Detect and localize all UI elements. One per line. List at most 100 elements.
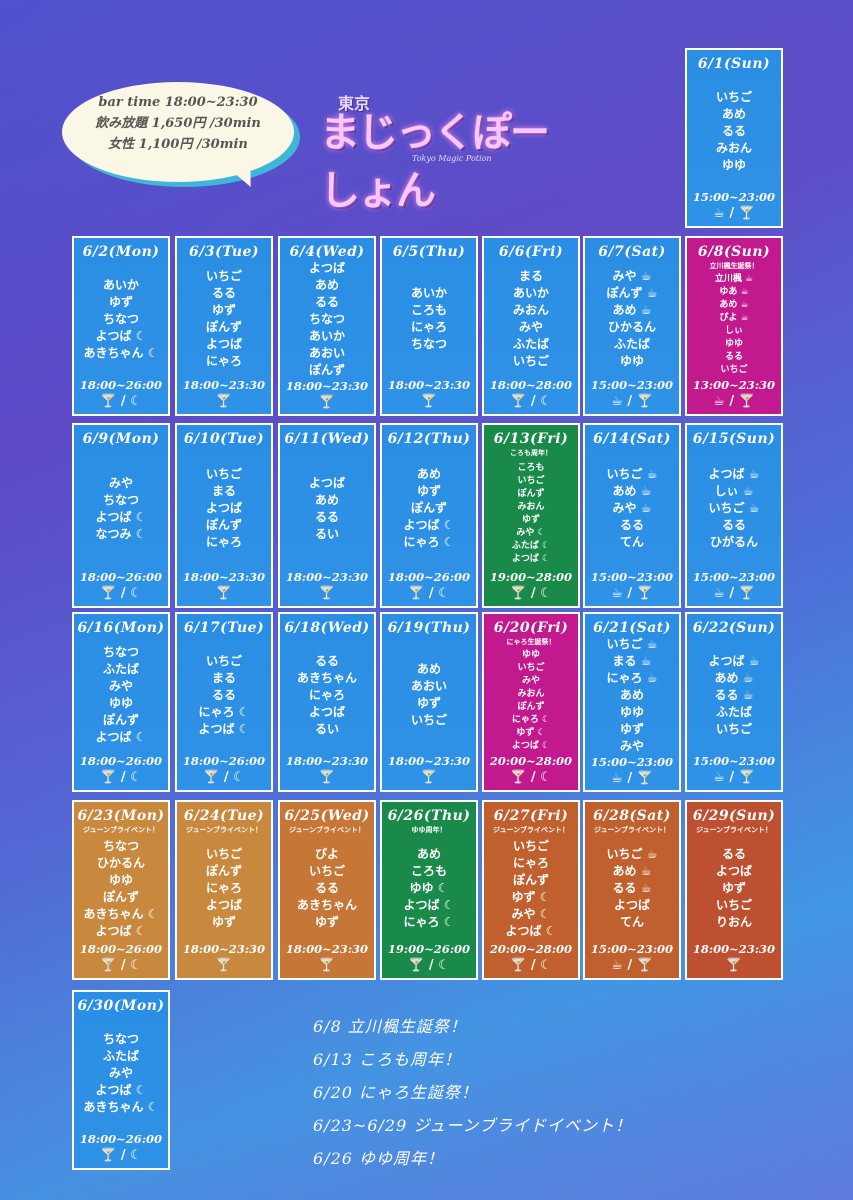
cast-name: よつば xyxy=(715,864,752,878)
day-card: 6/20(Fri) にゃろ生誕祭！ ゆゆ いちご みや みおん ぽんず にゃろ ☾ ゆず ☾ よつ… xyxy=(482,612,580,792)
day-date: 6/4(Wed) xyxy=(289,244,365,260)
cast-name: ちなつ xyxy=(102,311,139,326)
service-icons: 🍸 / ☾ xyxy=(100,770,142,785)
day-note: ジューンブライベント！ xyxy=(696,826,772,834)
cast-name: よつば xyxy=(308,475,345,490)
day-time: 15:00~23:00 xyxy=(692,190,776,204)
cast-list: みや ☕ ぽんず ☕ あめ ☕ ひかるん ふたば ゆゆ xyxy=(607,260,658,378)
day-card: 6/6(Fri) まる あいか みおん みや ふたば いちご 18:00~28:00 🍸 / ☾ xyxy=(482,236,580,416)
cast-name: いちご ☕ xyxy=(606,467,658,481)
day-card: 6/1(Sun) いちご あめ るる みおん ゆゆ 15:00~23:00 ☕ / 🍸 xyxy=(685,48,783,228)
cast-list: いちご まる るる にゃろ ☾ よつば ☾ xyxy=(199,636,250,754)
service-icons: 🍸 / ☾ xyxy=(203,770,245,785)
cast-name: るる xyxy=(314,653,339,668)
cast-name: みや ☕ xyxy=(612,501,652,515)
logo-kanji: 東京 xyxy=(338,94,371,113)
cast-name: るる xyxy=(721,518,746,532)
cast-name: るる xyxy=(721,123,746,138)
cast-name: みや xyxy=(108,679,133,693)
cast-list: るる よつば ゆず いちご りおん xyxy=(716,835,752,942)
cast-name: ふたば xyxy=(102,662,139,676)
day-note: ジューンブライベント！ xyxy=(493,826,569,834)
cast-list: あめ あおい ゆず いちご xyxy=(411,636,447,754)
day-card: 6/25(Wed) ジューンブライベント！ ぴよ いちご るる あきちゃん ゆず 18:00~… xyxy=(278,800,376,980)
cast-list: あいか ゆず ちなつ よつば ☾ あきちゃん ☾ xyxy=(84,260,159,378)
cast-list: いちご ☕ まる ☕ にゃろ ☕ あめ ゆゆ ゆず みや xyxy=(607,636,658,755)
cast-name: ぽんず xyxy=(410,501,447,515)
cast-name: ひかるん xyxy=(96,855,145,870)
cast-name: るる xyxy=(724,351,743,362)
cast-name: いちご xyxy=(715,721,752,736)
cast-name: みや ☾ xyxy=(511,906,551,921)
cast-name: いちご xyxy=(715,898,752,912)
cast-name: ゆゆ xyxy=(724,338,743,349)
service-icons: 🍸 xyxy=(420,770,438,785)
cast-name: いちご ☕ xyxy=(606,637,658,651)
service-icons: 🍸 / ☾ xyxy=(510,394,552,409)
cast-name: よつば ☾ xyxy=(95,923,147,938)
cast-name: ぽんず xyxy=(517,701,545,712)
cast-name: ぽんず ☕ xyxy=(606,286,658,300)
cast-name: ふたば xyxy=(102,1048,139,1063)
cast-name: よつば ☾ xyxy=(95,328,147,343)
cast-name: みおん xyxy=(517,688,545,699)
cast-name: にゃろ ☾ xyxy=(198,704,250,719)
price-bubble xyxy=(62,82,294,182)
event-item: 6/23~6/29 ジューンブライドイベント！ xyxy=(313,1116,632,1135)
cast-name: にゃろ xyxy=(205,535,242,549)
day-time: 18:00~26:00 xyxy=(387,570,471,584)
cast-name: いちご xyxy=(517,476,545,486)
day-card: 6/12(Thu) あめ ゆず ぽんず よつば ☾ にゃろ ☾ 18:00~26:00 🍸 /… xyxy=(380,423,478,608)
service-icons: 🍸 / ☾ xyxy=(408,586,450,601)
event-item: 6/8 立川楓生誕祭！ xyxy=(313,1017,467,1036)
cast-name: るる xyxy=(721,847,746,861)
cast-name: よつば xyxy=(308,261,345,275)
day-note: ジューンブライベント！ xyxy=(186,826,262,834)
cast-name: みや xyxy=(521,675,540,686)
cast-name: ゆず xyxy=(521,515,540,525)
day-time: 18:00~23:30 xyxy=(285,942,369,956)
cast-name: ちなつ xyxy=(102,492,139,507)
cast-list: あめ ゆず ぽんず よつば ☾ にゃろ ☾ xyxy=(404,447,455,570)
cast-name: いちご xyxy=(512,354,549,368)
cast-name: あめ xyxy=(314,278,339,292)
cast-name: るる xyxy=(314,509,339,524)
day-date: 6/15(Sun) xyxy=(692,431,776,447)
cast-name: ぴよ ☕ xyxy=(719,312,749,323)
day-card: 6/16(Mon) ちなつ ふたば みや ゆゆ ぽんず よつば ☾ 18:00~26:00 🍸 … xyxy=(72,612,170,792)
cast-name: よつば xyxy=(205,337,242,351)
price-info: bar time 18:00~23:30 飲み放題 1,650円 /30min … xyxy=(62,92,294,155)
day-time: 18:00~23:30 xyxy=(285,570,369,584)
day-time: 18:00~26:00 xyxy=(79,570,163,584)
day-card: 6/7(Sat) みや ☕ ぽんず ☕ あめ ☕ ひかるん ふたば ゆゆ 15:00~23:0… xyxy=(583,236,681,416)
cast-name: よつば ☾ xyxy=(511,554,551,564)
day-date: 6/11(Wed) xyxy=(284,431,370,447)
day-note: ジューンブライベント！ xyxy=(289,826,365,834)
service-icons: 🍸 xyxy=(420,394,438,409)
day-note: 立川楓生誕祭！ xyxy=(709,262,759,270)
day-card: 6/24(Tue) ジューンブライベント！ いちご ぽんず にゃろ よつば ゆず 18:00~… xyxy=(175,800,273,980)
cast-name: なつみ ☾ xyxy=(95,526,147,541)
cast-name: いちご xyxy=(720,364,748,375)
day-date: 6/8(Sun) xyxy=(697,244,771,260)
cast-name: よつば xyxy=(613,898,650,912)
cast-name: いちご xyxy=(205,269,242,283)
day-time: 20:00~28:00 xyxy=(489,942,573,956)
day-card: 6/14(Sat) いちご ☕ あめ ☕ みや ☕ るる てん 15:00~23:00 ☕ /… xyxy=(583,423,681,608)
cast-list: いちご あめ るる みおん ゆゆ xyxy=(716,72,752,190)
cast-name: ゆゆ ☾ xyxy=(409,881,449,895)
cast-name: みや xyxy=(108,1065,133,1080)
cast-name: ちなつ xyxy=(102,1031,139,1046)
cast-name: にゃろ xyxy=(308,687,345,702)
cast-name: あいか xyxy=(512,286,549,300)
cast-name: ゆず xyxy=(416,484,441,498)
cast-name: ふたば ☾ xyxy=(511,541,551,551)
day-card: 6/2(Mon) あいか ゆず ちなつ よつば ☾ あきちゃん ☾ 18:00~26:00 🍸… xyxy=(72,236,170,416)
day-card: 6/10(Tue) いちご まる よつば ぽんず にゃろ 18:00~23:30 🍸 xyxy=(175,423,273,608)
cast-list: みや ちなつ よつば ☾ なつみ ☾ xyxy=(96,447,147,570)
cast-name: いちご xyxy=(205,467,242,481)
cast-list: いちご ☕ あめ ☕ みや ☕ るる てん xyxy=(607,447,658,570)
service-icons: 🍸 xyxy=(318,958,336,973)
day-card: 6/21(Sat) いちご ☕ まる ☕ にゃろ ☕ あめ ゆゆ ゆず みや 15:00~23:… xyxy=(583,612,681,792)
cast-name: ぽんず xyxy=(512,872,549,887)
